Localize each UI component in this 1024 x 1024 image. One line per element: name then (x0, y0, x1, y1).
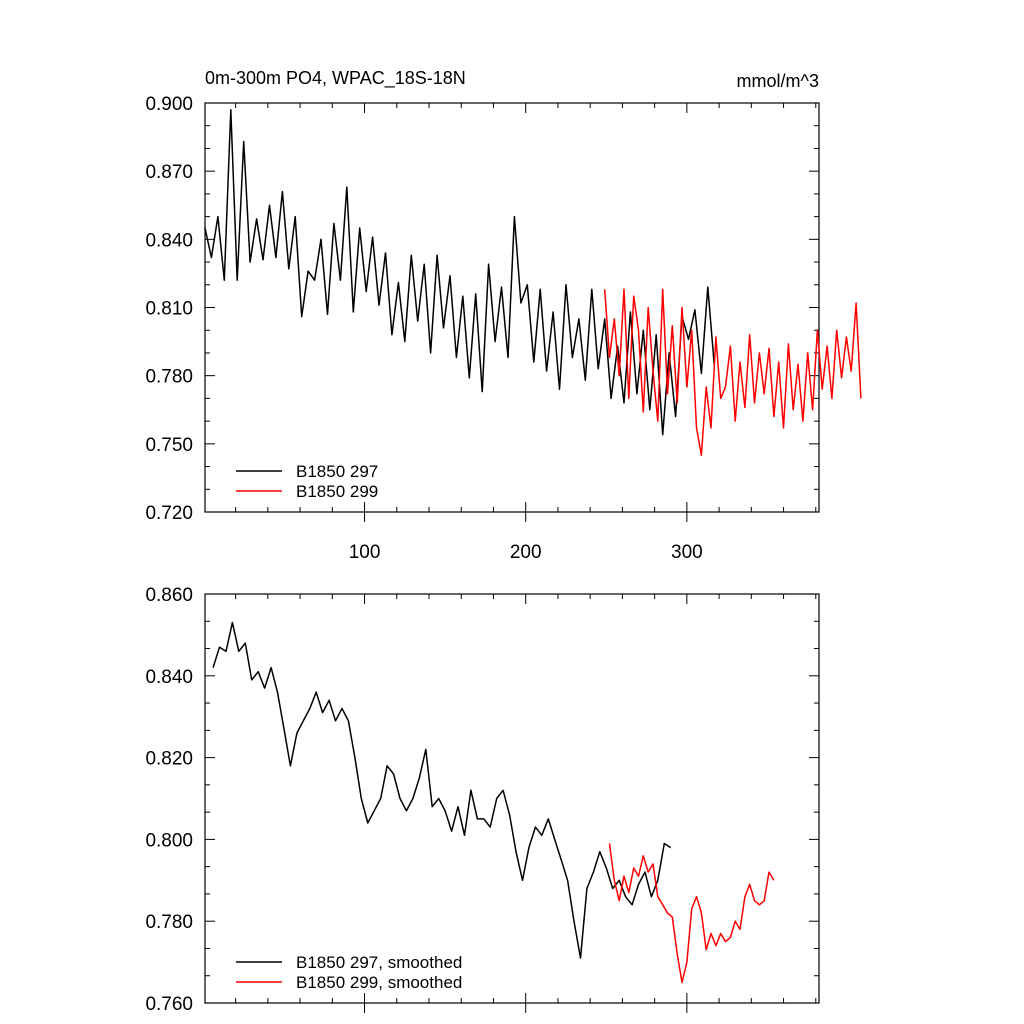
bottom-y-axis: 0.760 0.780 0.800 0.820 0.840 0.860 (145, 585, 819, 1015)
bottom-panel: 0.760 0.780 0.800 0.820 0.840 0.860 B1850 297… (145, 585, 820, 1015)
series-line-b1850-299 (603, 288, 862, 456)
legend-label-b1850-299-smoothed: B1850 299, smoothed (296, 973, 462, 992)
bottom-series-lines (212, 621, 775, 984)
top-y-axis: 0.720 0.750 0.780 0.810 0.840 0.870 0.900 (145, 94, 819, 524)
x-tick-label: 100 (349, 542, 381, 563)
top-plot-frame (204, 102, 820, 513)
legend-label-b1850-297-smoothed: B1850 297, smoothed (296, 953, 462, 972)
y-tick-label: 0.860 (145, 585, 193, 606)
y-tick-label: 0.900 (145, 94, 193, 115)
y-tick-label: 0.760 (145, 994, 193, 1015)
top-panel: 0.720 0.750 0.780 0.810 0.840 0.870 0.900 100 2… (145, 68, 862, 563)
bottom-minor-ticks (205, 620, 819, 977)
legend-label-b1850-297: B1850 297 (296, 462, 378, 481)
y-tick-label: 0.840 (145, 667, 193, 688)
y-tick-label: 0.750 (145, 435, 193, 456)
top-series-lines (204, 109, 862, 456)
series-line-b1850-297-smoothed (212, 621, 672, 959)
y-tick-label: 0.810 (145, 299, 193, 320)
top-chart-title: 0m-300m PO4, WPAC_18S-18N (205, 68, 466, 89)
bottom-x-axis (235, 594, 817, 1013)
series-line-b1850-297 (204, 109, 715, 436)
series-line-b1850-299-smoothed (608, 843, 775, 984)
y-tick-label: 0.780 (145, 912, 193, 933)
x-tick-label: 200 (510, 542, 542, 563)
y-tick-label: 0.720 (145, 503, 193, 524)
y-tick-label: 0.780 (145, 367, 193, 388)
y-tick-label: 0.800 (145, 830, 193, 851)
top-legend: B1850 297 B1850 299 (236, 462, 378, 501)
top-chart-units: mmol/m^3 (737, 71, 819, 91)
top-x-axis: 100 200 300 (235, 103, 817, 563)
y-tick-label: 0.870 (145, 162, 193, 183)
y-tick-label: 0.820 (145, 749, 193, 770)
bottom-plot-frame (204, 593, 820, 1004)
x-tick-label: 300 (671, 542, 703, 563)
top-minor-ticks (205, 125, 819, 490)
legend-label-b1850-299: B1850 299 (296, 482, 378, 501)
y-tick-label: 0.840 (145, 230, 193, 251)
bottom-legend: B1850 297, smoothed B1850 299, smoothed (236, 953, 462, 992)
